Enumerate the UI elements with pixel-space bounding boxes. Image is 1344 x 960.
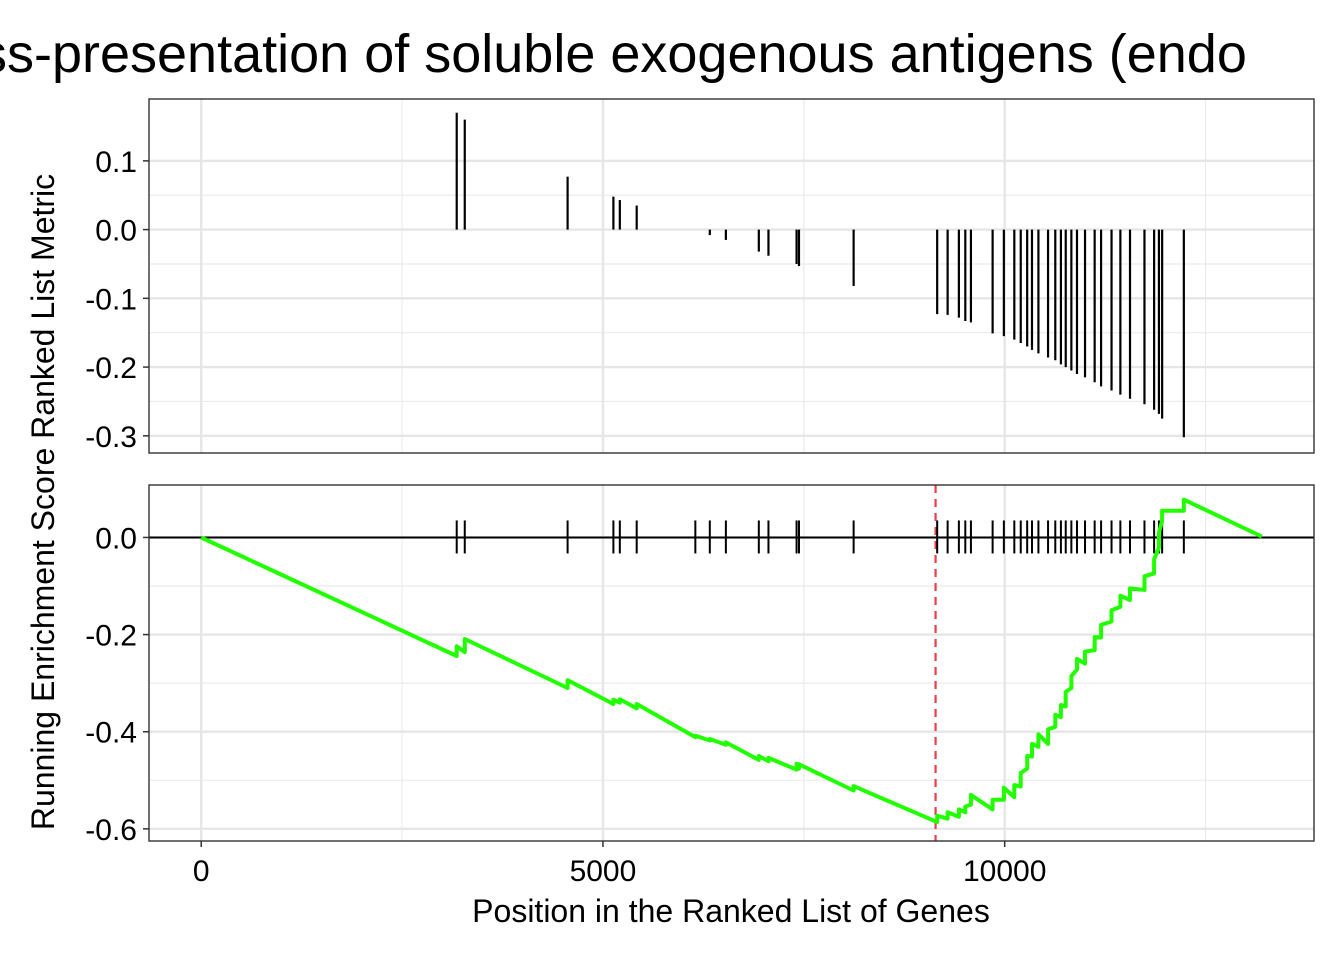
- metric-panel-border: [148, 98, 1315, 454]
- metric-y-tick-label: -0.2: [85, 352, 137, 385]
- metric-background: [149, 99, 1314, 453]
- x-tick-label: 10000: [963, 855, 1046, 888]
- running-enrichment-score-panel: 0.0 -0.2 -0.4 -0.6: [85, 484, 1315, 847]
- es-y-tick-label: -0.4: [85, 717, 137, 750]
- x-tick-label: 0: [193, 855, 210, 888]
- x-axis-title: Position in the Ranked List of Genes: [472, 893, 990, 929]
- metric-y-tick-label: -0.3: [85, 421, 137, 454]
- es-y-tick-label: 0.0: [95, 522, 137, 555]
- es-panel-border: [148, 484, 1315, 842]
- es-y-tick-label: -0.2: [85, 620, 137, 653]
- ranked-list-metric-panel: 0.1 0.0 -0.1 -0.2 -0.3: [85, 98, 1315, 454]
- metric-y-tick-label: 0.0: [95, 215, 137, 248]
- chart-title: ss-presentation of soluble exogenous ant…: [0, 24, 1247, 84]
- metric-y-tick-label: 0.1: [95, 146, 137, 179]
- metric-y-tick-label: -0.1: [85, 283, 137, 316]
- y-axis-title: Running Enrichment Score Ranked List Met…: [25, 174, 61, 830]
- x-tick-label: 5000: [570, 855, 637, 888]
- running-es-line: [200, 497, 1263, 825]
- x-axis: 0 5000 10000: [193, 841, 1046, 888]
- es-y-tick-label: -0.6: [85, 814, 137, 847]
